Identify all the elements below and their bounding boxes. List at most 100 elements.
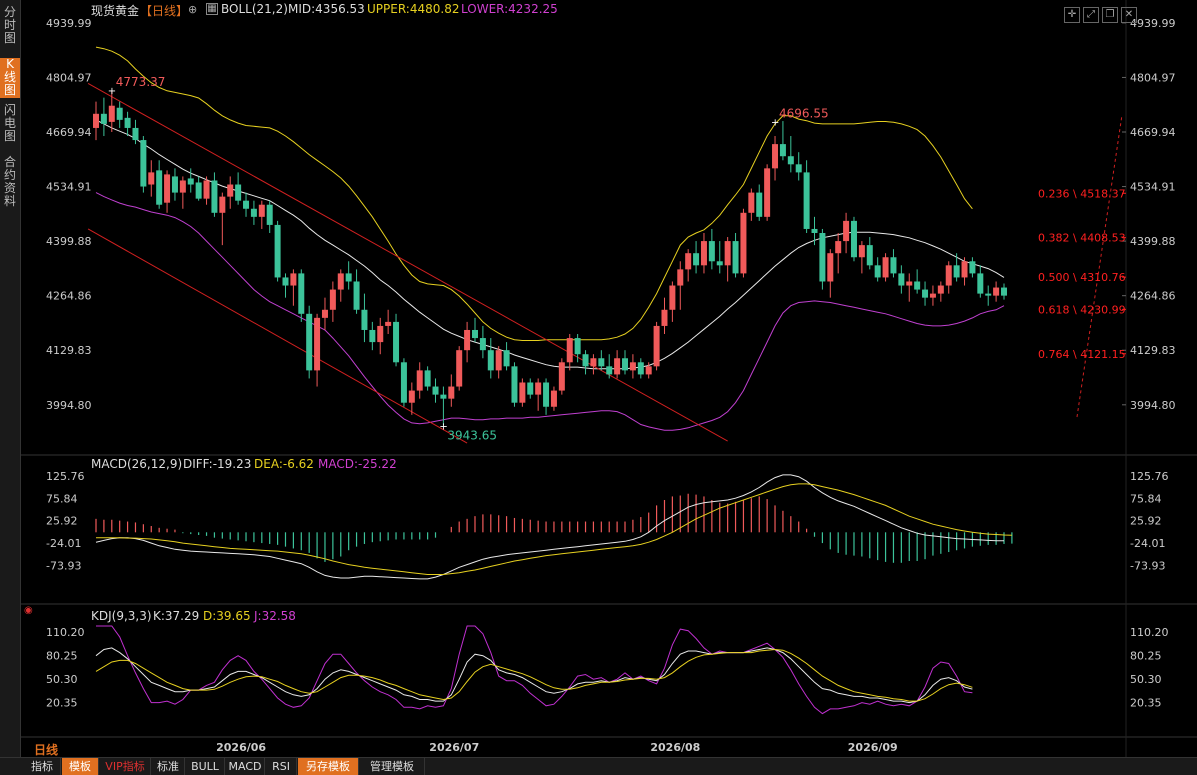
kdj-y-tick-right: 20.35 xyxy=(1130,696,1162,709)
toolbar-button-4[interactable]: BULL xyxy=(186,758,225,775)
candle-body xyxy=(819,233,826,282)
candle-body xyxy=(629,362,636,371)
candle-body xyxy=(361,309,368,330)
macd-y-tick-left: -73.93 xyxy=(46,559,81,572)
candle-body xyxy=(669,285,676,310)
y-tick-left: 4669.94 xyxy=(46,126,92,139)
y-tick-right: 4804.97 xyxy=(1130,71,1176,84)
candle-body xyxy=(108,105,115,122)
kdj-y-tick-left: 110.20 xyxy=(46,626,85,639)
y-tick-right: 4129.83 xyxy=(1130,344,1176,357)
candle-body xyxy=(274,224,281,278)
candle-body xyxy=(116,107,123,120)
instrument-title: 现货黄金 xyxy=(91,4,140,18)
crosshair-icon[interactable]: ✛ xyxy=(1064,7,1080,23)
boll-upper: UPPER:4480.82 xyxy=(367,2,460,16)
kdj-marker-icon[interactable]: ◉ xyxy=(24,605,33,616)
fib-trend-line xyxy=(1076,114,1123,418)
restore-icon[interactable]: ❐ xyxy=(1102,7,1118,23)
candle-body xyxy=(914,281,921,290)
price-annotation: 4773.37 xyxy=(116,75,166,89)
macd-y-tick-right: 75.84 xyxy=(1130,492,1162,505)
candle-body xyxy=(495,350,502,371)
x-tick-label: 2026/08 xyxy=(650,741,700,754)
x-tick-label: 2026/07 xyxy=(429,741,479,754)
boll-label: BOLL(21,2) xyxy=(221,2,288,16)
toolbar-button-7[interactable]: 另存模板 xyxy=(298,758,359,775)
candle-body xyxy=(993,287,1000,296)
y-tick-left: 4534.91 xyxy=(46,181,92,194)
candle-body xyxy=(708,241,715,262)
candle-body xyxy=(195,182,202,199)
candle-body xyxy=(977,273,984,294)
toolbar-button-6[interactable]: RSI xyxy=(266,758,297,775)
candle-body xyxy=(590,358,597,367)
candle-body xyxy=(416,370,423,391)
candle-body xyxy=(653,325,660,367)
candle-body xyxy=(898,273,905,286)
y-tick-right: 4264.86 xyxy=(1130,290,1176,303)
candle-body xyxy=(266,204,273,225)
candle-body xyxy=(219,196,226,213)
candle-body xyxy=(353,281,360,310)
indicator-settings-icon[interactable]: ▦ xyxy=(206,3,218,15)
y-tick-left: 4804.97 xyxy=(46,71,92,84)
period-tag: 【日线】 xyxy=(140,4,189,18)
candle-body xyxy=(258,204,265,217)
fib-level-label: 0.764 \ 4121.15 xyxy=(1038,348,1126,361)
x-tick-label: 2026/09 xyxy=(848,741,898,754)
toolbar-button-5[interactable]: MACD xyxy=(226,758,265,775)
candle-body xyxy=(598,358,605,367)
candle-body xyxy=(306,313,313,371)
fib-level-label: 0.618 \ 4230.99 xyxy=(1038,303,1126,316)
candle-body xyxy=(543,382,550,407)
boll-lower-line xyxy=(95,192,1005,431)
y-tick-right: 4939.99 xyxy=(1130,17,1176,30)
toolbar-button-2[interactable]: VIP指标 xyxy=(100,758,151,775)
candle-body xyxy=(535,382,542,395)
candle-body xyxy=(787,156,794,165)
candle-body xyxy=(393,321,400,363)
chart-area[interactable]: 4939.99 4939.99 4804.97 4804.97 4669.94 4669.… xyxy=(20,0,1197,757)
candle-body xyxy=(124,117,131,128)
sidebar-tab-0[interactable]: 分时图 xyxy=(3,5,16,45)
fib-level-label: 0.382 \ 4408.53 xyxy=(1038,232,1126,245)
toggle-icon[interactable]: ⊕ xyxy=(188,3,198,16)
y-tick-left: 4939.99 xyxy=(46,17,92,30)
macd-y-tick-right: 125.76 xyxy=(1130,470,1169,483)
candle-body xyxy=(329,289,336,310)
kdj-k-line xyxy=(95,647,973,704)
toolbar-button-0[interactable]: 指标 xyxy=(24,758,61,775)
macd-diff-line xyxy=(95,474,1004,580)
toolbar-button-8[interactable]: 管理模板 xyxy=(360,758,425,775)
y-tick-left: 4129.83 xyxy=(46,344,92,357)
sidebar-tab-3[interactable]: 合约资料 xyxy=(3,155,16,208)
channel-lower-line xyxy=(87,228,468,444)
candle-body xyxy=(558,362,565,391)
candle-body xyxy=(1001,287,1007,296)
candle-body xyxy=(432,386,439,395)
candle-body xyxy=(985,293,992,296)
kdj-j-line xyxy=(96,625,973,715)
candle-body xyxy=(385,321,392,326)
close-icon[interactable]: ✕ xyxy=(1121,7,1137,23)
candle-body xyxy=(527,382,534,395)
y-tick-right: 4669.94 xyxy=(1130,126,1176,139)
kdj-y-tick-left: 80.25 xyxy=(46,650,78,663)
candle-body xyxy=(519,382,526,403)
toolbar-button-3[interactable]: 标准 xyxy=(152,758,185,775)
candle-body xyxy=(850,220,857,258)
y-tick-right: 4534.91 xyxy=(1130,181,1176,194)
candle-body xyxy=(945,265,952,286)
macd-title: MACD(26,12,9) xyxy=(91,457,183,471)
toolbar-button-1[interactable]: 模板 xyxy=(62,758,99,775)
candle-body xyxy=(890,257,897,274)
sidebar-tab-2[interactable]: 闪电图 xyxy=(3,103,16,143)
boll-upper-line xyxy=(95,46,973,341)
candle-body xyxy=(503,350,510,367)
candle-body xyxy=(803,172,810,229)
expand-icon[interactable]: ⤢ xyxy=(1083,7,1099,23)
candle-body xyxy=(243,200,250,209)
candle-body xyxy=(795,164,802,173)
